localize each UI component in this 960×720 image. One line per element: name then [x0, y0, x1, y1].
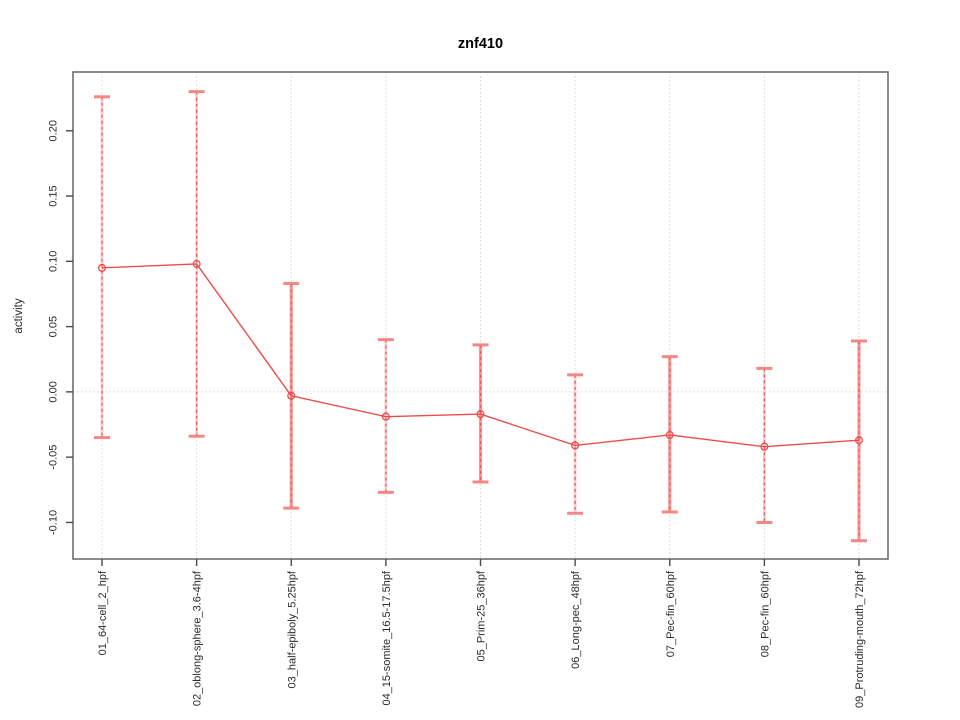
- x-tick-label: 06_Long-pec_48hpf: [570, 570, 582, 669]
- y-tick-label: 0.20: [48, 120, 60, 141]
- data-point-marker: [665, 430, 674, 440]
- x-tick-label: 09_Protruding-mouth_72hpf: [854, 570, 866, 708]
- data-point-marker: [760, 442, 769, 451]
- chart-title: znf410: [458, 36, 503, 52]
- axis-ticks-labels: -0.10 -0.05 0.00 0.05 0.10 0.15 0.20 01_64-cell…: [48, 120, 867, 708]
- data-point-marker: [476, 410, 485, 419]
- x-tick-label: 04_15-somite_16.5-17.5hpf: [381, 570, 393, 705]
- error-bar: [756, 366, 773, 524]
- error-bars: [94, 90, 867, 543]
- x-tick-label: 01_64-cell_2_hpf: [97, 570, 109, 655]
- data-points: [97, 259, 864, 451]
- y-tick-label: 0.15: [48, 185, 60, 206]
- y-tick-label: 0.05: [48, 316, 60, 337]
- data-point-marker: [381, 412, 390, 421]
- x-tick-label: 07_Pec-fin_60hpf: [665, 570, 677, 657]
- x-tick-label: 03_half-epiboly_5.25hpf: [286, 570, 298, 688]
- data-point-marker: [192, 259, 201, 268]
- error-bar: [567, 373, 584, 515]
- data-point-marker: [97, 263, 107, 272]
- y-tick-label: -0.05: [48, 445, 60, 470]
- series-line: [101, 263, 860, 448]
- y-tick-label: 0.00: [48, 381, 60, 402]
- data-point-marker: [854, 436, 864, 445]
- y-axis-title: activity: [13, 298, 25, 333]
- data-point-marker: [287, 391, 296, 400]
- series-polyline: [101, 263, 860, 448]
- y-tick-label: 0.10: [48, 251, 60, 272]
- x-tick-label: 08_Pec-fin_60hpf: [759, 570, 771, 657]
- x-tick-label: 02_oblong-sphere_3.6-4hpf: [192, 570, 204, 706]
- y-tick-label: -0.10: [48, 510, 60, 535]
- data-point-marker: [571, 441, 580, 450]
- x-tick-label: 05_Prim-25_36hpf: [476, 570, 488, 661]
